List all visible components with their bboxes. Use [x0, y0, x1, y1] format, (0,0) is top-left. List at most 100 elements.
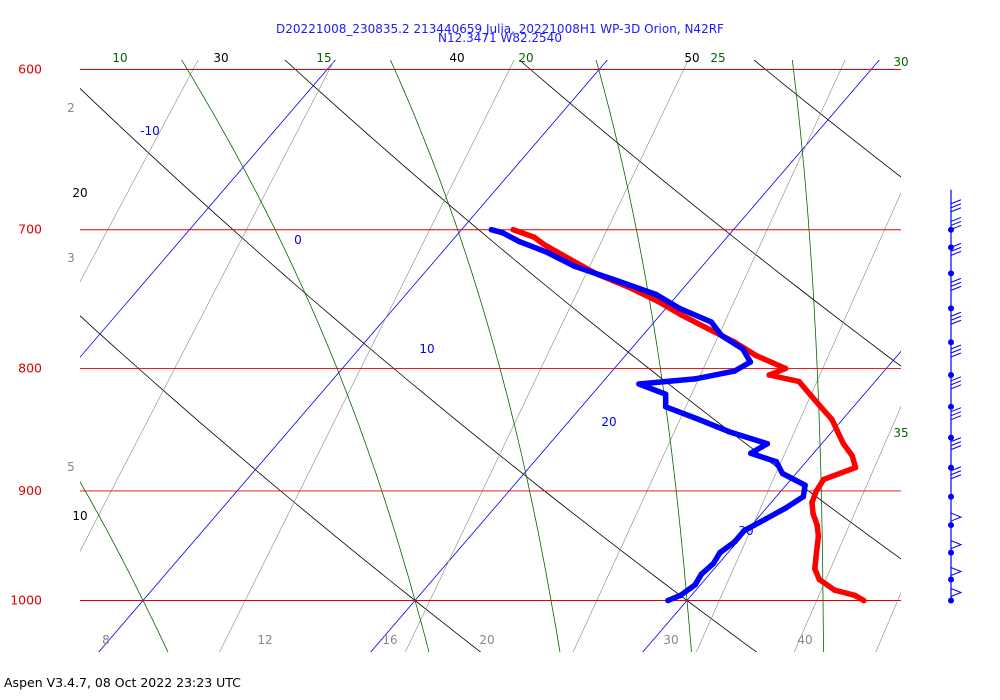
isotherm-label-10: 10	[419, 342, 434, 356]
wind-barb	[950, 277, 962, 309]
dry-adiabat	[80, 315, 482, 652]
bottom-tick-label-20: 20	[479, 633, 494, 647]
dewpoint-profile-point	[662, 391, 669, 398]
wind-barb	[950, 587, 963, 598]
temperature-profile-point	[814, 522, 820, 528]
moist-adiabat	[955, 0, 977, 681]
dewpoint-profile-point	[543, 249, 549, 255]
isotherm-label-30: 30	[738, 524, 753, 538]
isotherm	[642, 350, 901, 652]
dewpoint-profile-point	[636, 381, 642, 387]
temperature-profile-point	[829, 416, 835, 423]
wind-barb	[950, 216, 962, 248]
dry-adiabat-label-20: 20	[72, 186, 87, 200]
temperature-profile-point	[861, 597, 867, 604]
dewpoint-profile-point	[726, 428, 732, 435]
dewpoint-profile-point	[488, 226, 495, 233]
dry-adiabat	[909, 0, 1000, 681]
mixing-ratio-label-2: 2	[67, 101, 75, 115]
wind-barb	[950, 512, 963, 522]
dewpoint-profile-point	[653, 291, 659, 298]
dewpoint-profile-point	[695, 416, 702, 423]
temperature-profile-point	[831, 587, 838, 593]
isotherm	[370, 60, 880, 652]
wind-barb-point	[948, 597, 954, 604]
dry-adiabat	[80, 87, 758, 652]
moist-adiabat-label-35: 35	[893, 426, 908, 440]
temperature-profile-point	[782, 365, 789, 372]
wind-barb	[950, 376, 962, 407]
bottom-tick-label-16: 16	[382, 633, 397, 647]
isotherm	[98, 60, 608, 652]
bottom-tick-label-12: 12	[257, 633, 272, 647]
wind-barb	[950, 566, 963, 577]
dewpoint-profile-point	[613, 277, 620, 284]
moist-adiabat	[80, 480, 169, 652]
mixing-ratio-line	[696, 192, 901, 652]
moist-adiabat-label-15: 15	[316, 51, 331, 65]
dewpoint-profile-point	[710, 560, 717, 567]
isobar-label-900: 900	[18, 483, 42, 498]
isobar-label-800: 800	[18, 361, 42, 376]
dewpoint-profile-point	[571, 263, 578, 270]
dewpoint-profile-point	[516, 238, 523, 245]
dry-adiabat	[284, 60, 901, 560]
isotherm-label-0: 0	[294, 233, 302, 247]
wind-barb	[950, 344, 962, 376]
isobar-label-600: 600	[18, 62, 42, 77]
temperature-profile-point	[851, 592, 858, 599]
wind-barb	[950, 437, 962, 468]
dewpoint-profile-point	[708, 319, 715, 325]
dewpoint-profile-point	[773, 458, 780, 465]
dewpoint-profile-point	[499, 229, 506, 236]
dewpoint-profile-point	[677, 592, 684, 599]
bottom-tick-label-8: 8	[102, 633, 110, 647]
mixing-ratio-label-3: 3	[67, 251, 75, 265]
moist-adiabat-label-20: 20	[518, 51, 533, 65]
dry-adiabat-label-50: 50	[684, 51, 699, 65]
temperature-profile-point	[816, 576, 823, 583]
dewpoint-profile-point	[764, 440, 771, 447]
moist-adiabat-label-30: 30	[893, 55, 908, 69]
temperature-profile-point	[655, 298, 662, 305]
dewpoint-profile-point	[717, 549, 723, 556]
moist-adiabat-label-25: 25	[710, 51, 725, 65]
wind-barb-point	[948, 522, 954, 529]
dry-adiabat-label-40: 40	[449, 51, 464, 65]
dewpoint-profile-point	[782, 505, 789, 512]
isotherm	[890, 0, 1000, 681]
wind-barb	[950, 466, 962, 497]
temperature-profile-point	[510, 226, 516, 233]
mixing-ratio-line	[405, 60, 689, 652]
chart-subtitle: N12.3471 W82.2540	[438, 31, 562, 45]
dewpoint-profile-point	[662, 404, 669, 410]
dewpoint-profile-point	[748, 450, 754, 457]
dewpoint-profile	[488, 226, 808, 604]
temperature-profile-point	[679, 312, 685, 319]
mixing-ratio-line	[572, 60, 846, 652]
temperature-profile-point	[813, 555, 819, 561]
dewpoint-profile-point	[676, 305, 683, 312]
temperature-profile-point	[541, 241, 547, 248]
dewpoint-profile-point	[692, 376, 698, 382]
mixing-ratio-line	[995, 0, 1000, 681]
dewpoint-profile-point	[779, 470, 786, 477]
temperature-profile-point	[812, 566, 818, 572]
dewpoint-profile-point	[732, 538, 738, 545]
mixing-ratio-line	[80, 60, 199, 283]
chart-title: D20221008_230835.2 213440659 Julia, 2022…	[276, 22, 724, 36]
dewpoint-profile-point	[739, 346, 746, 352]
dewpoint-profile-point	[800, 493, 807, 500]
moist-adiabat	[181, 60, 430, 652]
footer-text: Aspen V3.4.7, 08 Oct 2022 23:23 UTC	[4, 675, 241, 690]
mixing-ratio-line	[80, 60, 335, 552]
moist-adiabat	[595, 60, 692, 652]
isotherm-label-20: 20	[601, 415, 616, 429]
wind-barb	[950, 539, 963, 550]
bottom-tick-label-30: 30	[663, 633, 678, 647]
dewpoint-profile-point	[747, 359, 754, 365]
temperature-profile-point	[849, 452, 855, 459]
temperature-profile-point	[814, 544, 820, 550]
dewpoint-profile-point	[802, 482, 808, 489]
